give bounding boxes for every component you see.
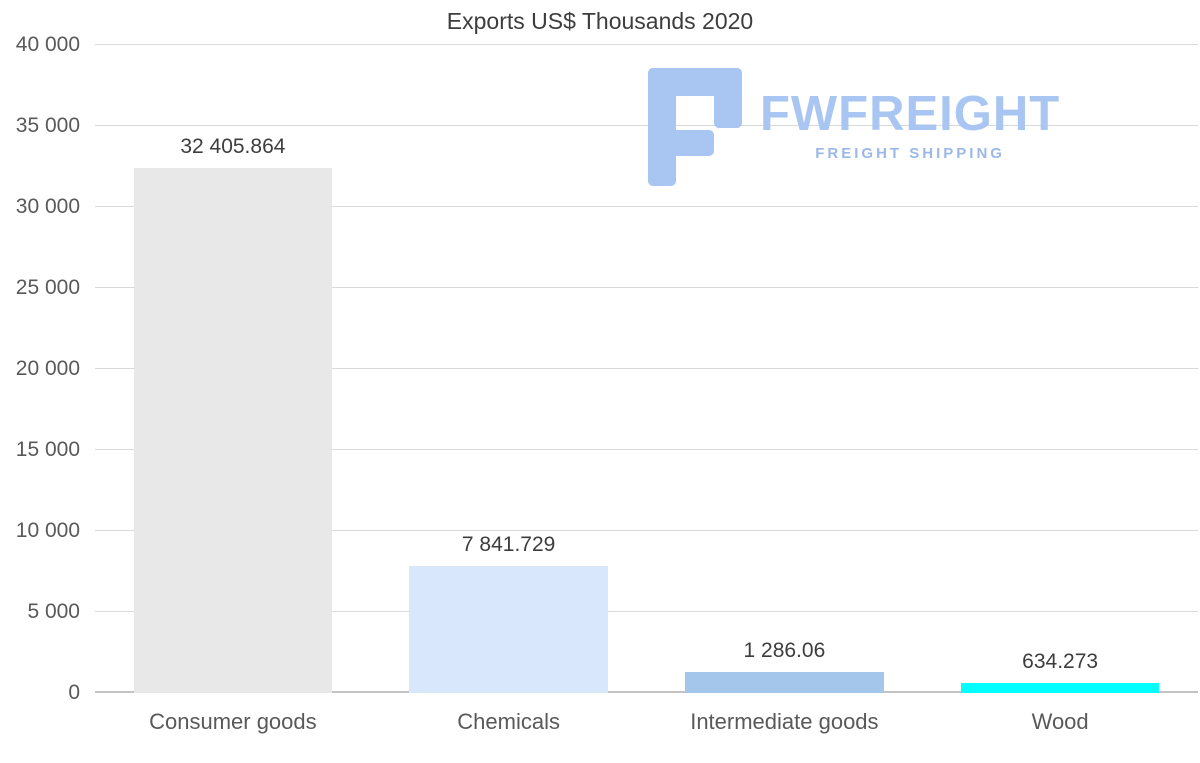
watermark-brand: FWFREIGHT (760, 87, 1061, 141)
x-tick-label: Intermediate goods (690, 709, 879, 734)
bar-chemicals: 7 841.729 (409, 533, 608, 693)
y-tick-label: 0 (68, 681, 80, 704)
bar-value-label: 7 841.729 (461, 532, 556, 556)
y-tick-label: 40 000 (15, 33, 80, 56)
chart-title: Exports US$ Thousands 2020 (446, 8, 754, 34)
x-axis: Consumer goods Chemicals Intermediate good… (95, 693, 1198, 763)
plot-area: 32 405.864 7 841.729 1 286.06 634.273 (95, 44, 1198, 693)
gridline (95, 530, 1198, 531)
y-tick-label: 15 000 (15, 438, 80, 461)
bar-value-label: 634.273 (1022, 649, 1099, 673)
y-tick-label: 20 000 (15, 357, 80, 380)
bar-slot: 634.273 (922, 45, 1198, 693)
bar-slot: 1 286.06 (647, 45, 923, 693)
watermark-tagline: FREIGHT SHIPPING (815, 145, 1005, 162)
y-tick-label: 35 000 (15, 114, 80, 137)
y-axis: 0 5 000 10 000 15 000 20 000 25 000 30 000 35 0… (0, 33, 90, 704)
bar-wood: 634.273 (960, 650, 1160, 693)
gridline (95, 611, 1198, 612)
bar-value-label: 32 405.864 (180, 135, 286, 159)
bar-consumer-goods: 32 405.864 (133, 135, 333, 693)
x-axis-line (95, 691, 1198, 693)
y-tick-label: 30 000 (15, 195, 80, 218)
gridline (95, 206, 1198, 207)
bar-slot: 7 841.729 (371, 45, 647, 693)
x-tick-label: Wood (1031, 709, 1089, 734)
watermark-text: FWFREIGHT FREIGHT SHIPPING (760, 68, 1061, 163)
y-tick-label: 5 000 (27, 600, 80, 623)
watermark: FWFREIGHT FREIGHT SHIPPING (648, 68, 1060, 188)
bar-value-label: 1 286.06 (743, 639, 826, 663)
gridline (95, 125, 1198, 126)
bars-container: 32 405.864 7 841.729 1 286.06 634.273 (95, 45, 1198, 693)
gridline (95, 449, 1198, 450)
gridline (95, 368, 1198, 369)
fw-logo-icon (648, 68, 742, 186)
gridline (95, 287, 1198, 288)
gridline (95, 44, 1198, 45)
bar-slot: 32 405.864 (95, 45, 371, 693)
y-tick-label: 10 000 (15, 519, 80, 542)
bar-intermediate-goods: 1 286.06 (685, 639, 884, 693)
x-tick-label: Chemicals (457, 709, 560, 734)
x-tick-label: Consumer goods (149, 709, 317, 734)
y-tick-label: 25 000 (15, 276, 80, 299)
